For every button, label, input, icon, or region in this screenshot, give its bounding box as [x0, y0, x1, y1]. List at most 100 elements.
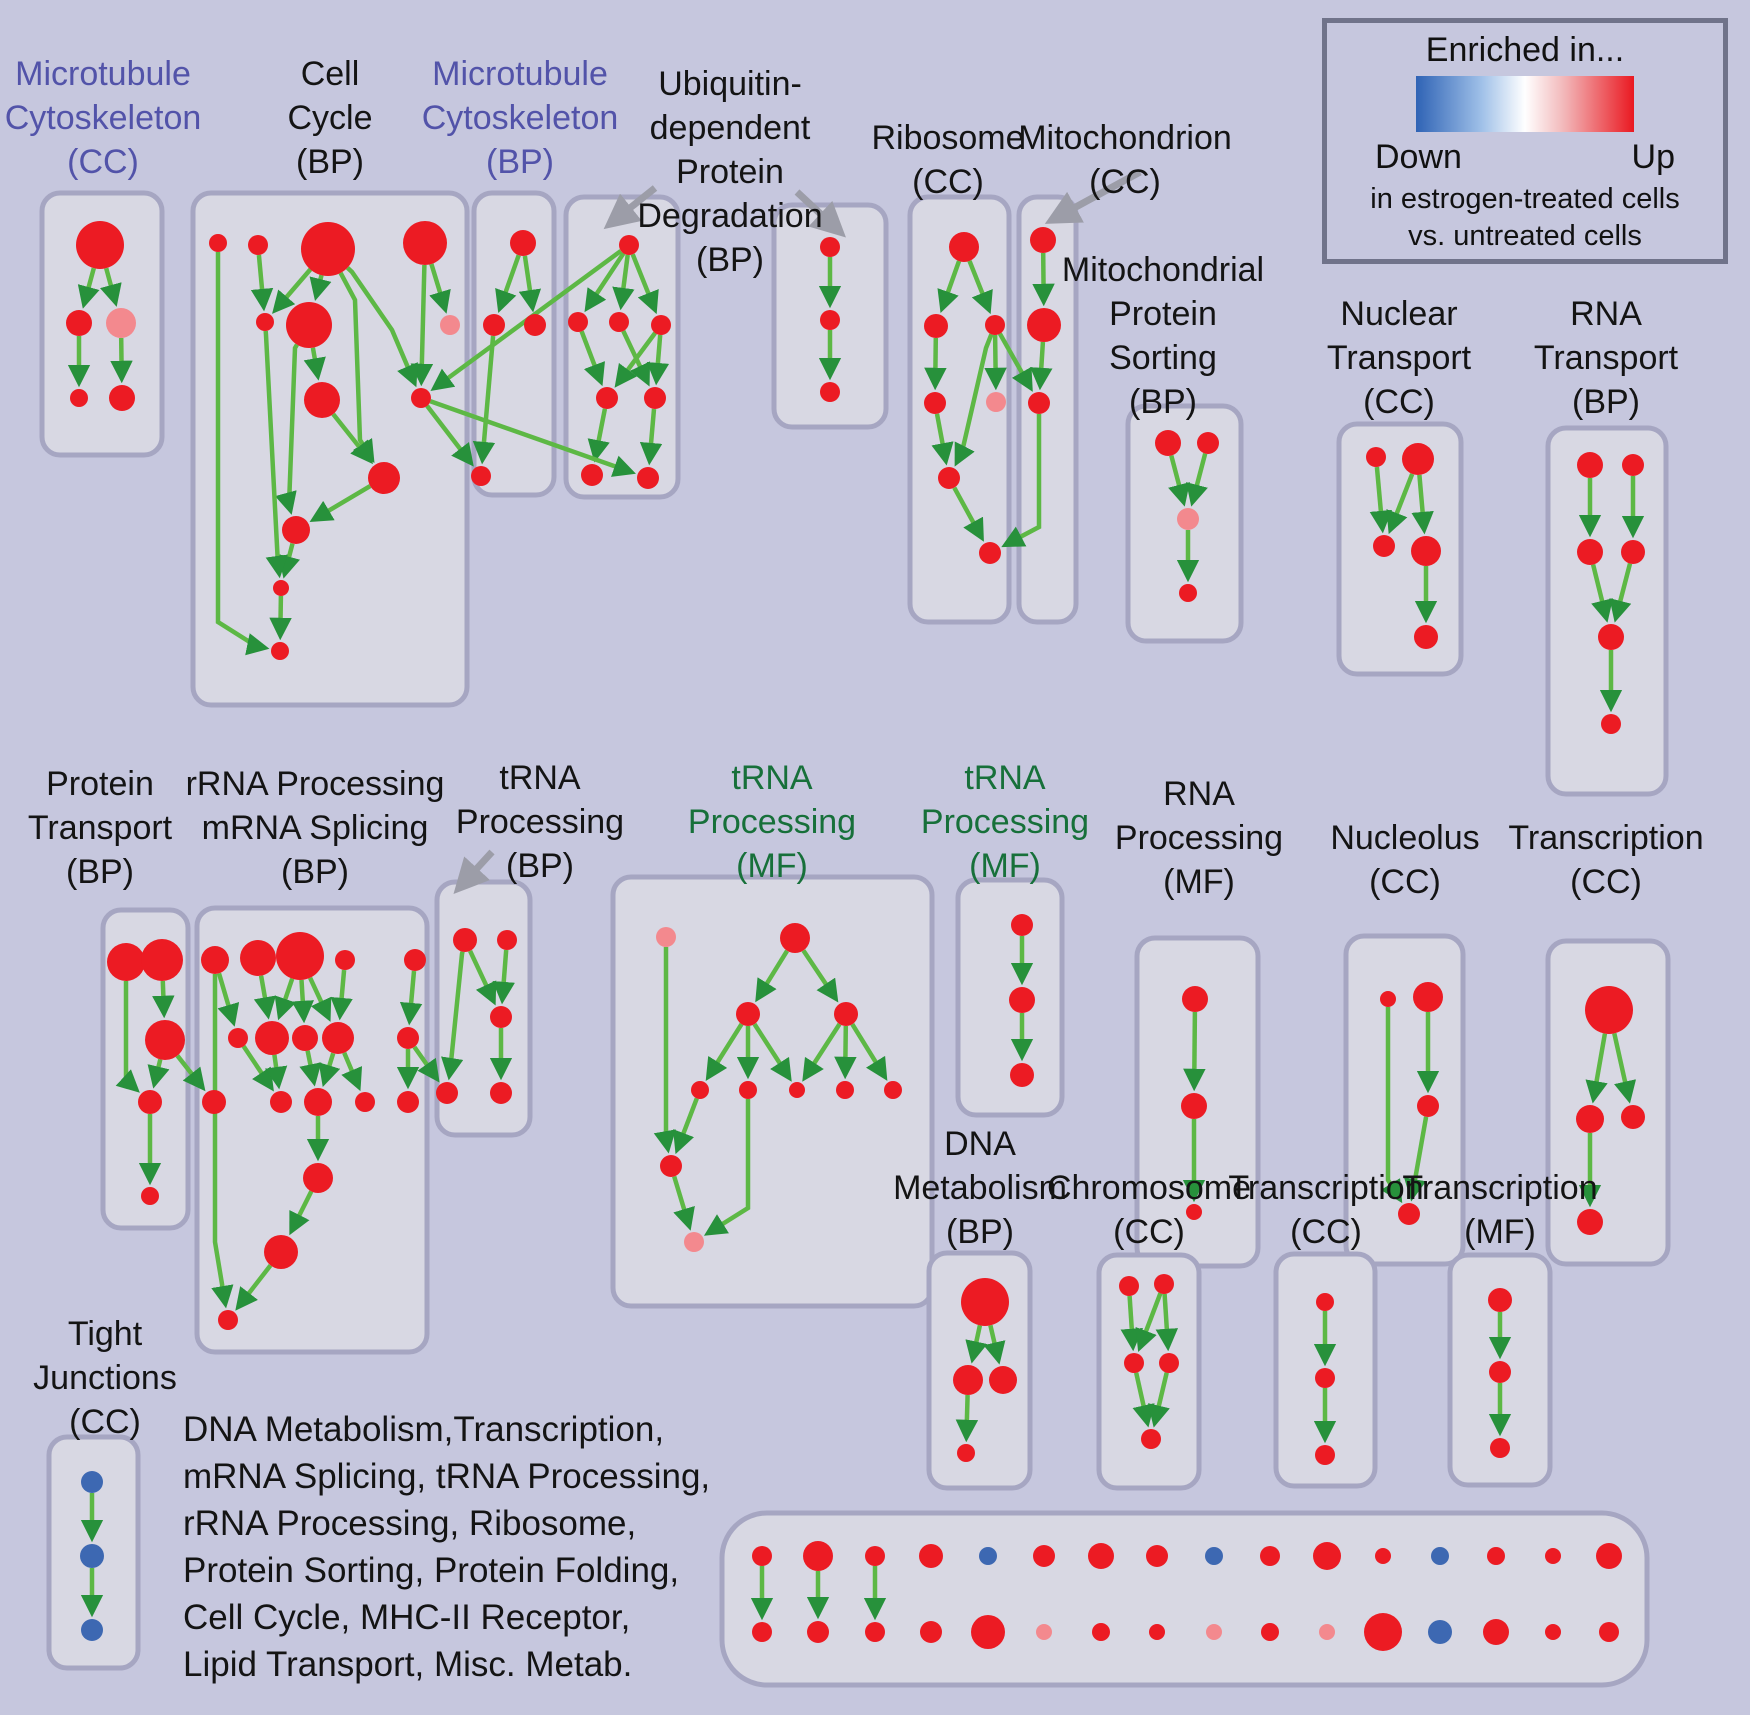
- go-term-node: [1315, 1445, 1335, 1465]
- cluster-label-line: Processing: [1114, 819, 1284, 857]
- go-term-node: [483, 314, 505, 336]
- edge-arrow: [518, 255, 542, 313]
- go-term-node: [1576, 1105, 1604, 1133]
- cluster-label-line: Cycle: [287, 99, 373, 137]
- go-term-node: [1177, 508, 1199, 530]
- mixed-terms-panel-box: [719, 1510, 1650, 1688]
- go-term-node: [440, 315, 460, 335]
- cluster-label-trna-processing-mf-1: tRNA Processing (MF): [688, 756, 856, 888]
- go-term-node: [949, 232, 979, 262]
- edge-arrow: [175, 1054, 206, 1092]
- edge-arrow: [1404, 1116, 1429, 1202]
- go-term-node: [404, 949, 426, 971]
- go-term-node: [301, 222, 355, 276]
- go-term-node: [1149, 1624, 1165, 1640]
- edge-arrow: [630, 253, 659, 315]
- go-term-node: [924, 392, 946, 414]
- cluster-label-line: (CC): [912, 163, 984, 201]
- misc-terms-note: DNA Metabolism,Transcription, mRNA Splici…: [183, 1406, 710, 1688]
- cluster-label-line: Ubiquitin-: [658, 65, 802, 103]
- go-term-node: [1206, 1624, 1222, 1640]
- edge-arrow: [264, 1054, 288, 1090]
- edge-arrow: [954, 333, 994, 467]
- go-term-node: [961, 1278, 1009, 1326]
- go-term-node: [1197, 432, 1219, 454]
- edge-arrow: [492, 949, 515, 1005]
- go-term-node: [76, 221, 124, 269]
- go-term-node: [637, 467, 659, 489]
- go-term-node: [368, 462, 400, 494]
- go-term-node: [985, 315, 1005, 335]
- cluster-label-line: (CC): [1570, 863, 1642, 901]
- go-term-node: [1413, 982, 1443, 1012]
- edge-arrow: [1411, 474, 1434, 535]
- edge-arrow: [1120, 1295, 1143, 1352]
- edge-arrow: [937, 260, 962, 314]
- edge-arrow: [802, 1022, 842, 1082]
- go-term-node: [1315, 1368, 1335, 1388]
- cluster-label-line: Transcription: [1228, 1169, 1424, 1207]
- cluster-label-line: (BP): [696, 241, 764, 279]
- edge-arrow: [215, 252, 270, 656]
- go-term-node: [957, 1444, 975, 1462]
- misc-terms-note-line: Lipid Transport, Misc. Metab.: [183, 1645, 633, 1684]
- cluster-label-tight-junctions-cc: Tight Junctions (CC): [33, 1312, 177, 1444]
- edge-arrow: [653, 947, 676, 1154]
- edge-arrow: [1032, 252, 1055, 307]
- go-term-node: [106, 308, 136, 338]
- cluster-label-line: (MF): [1163, 863, 1235, 901]
- cluster-label-line: Junctions: [33, 1359, 177, 1397]
- misc-terms-note-line: Cell Cycle, MHC-II Receptor,: [183, 1598, 631, 1637]
- edge-arrow: [235, 1264, 273, 1311]
- edge-arrow: [1609, 563, 1633, 623]
- go-term-node: [1545, 1624, 1561, 1640]
- edge-arrow: [495, 254, 521, 313]
- edge-arrow: [924, 337, 947, 391]
- cluster-label-rrna-processing-mrna-splicing-bp: rRNA Processing mRNA Splicing (BP): [186, 762, 445, 894]
- edge-arrow: [752, 1022, 792, 1082]
- go-term-node: [651, 315, 671, 335]
- go-term-node: [986, 392, 1006, 412]
- cluster-label-line: mRNA Splicing: [201, 809, 429, 847]
- label-pointer-arrow: [453, 849, 495, 895]
- nuclear-transport-cluster-box: [1336, 421, 1464, 677]
- go-term-node: [1027, 308, 1061, 342]
- go-term-node: [1398, 1203, 1420, 1225]
- cluster-label-line: (MF): [1464, 1213, 1536, 1251]
- edge-arrow: [291, 979, 314, 1024]
- edge-arrow: [99, 267, 122, 307]
- cluster-label-line: Sorting: [1109, 339, 1217, 377]
- edge-arrow: [850, 1023, 888, 1081]
- edge-arrow: [77, 267, 100, 309]
- edge-arrow: [955, 1394, 979, 1443]
- go-term-node: [752, 1546, 772, 1566]
- cluster-label-line: (BP): [1129, 383, 1197, 421]
- nodes: [66, 221, 1645, 1651]
- go-term-node: [248, 235, 268, 255]
- edge-arrow: [250, 254, 274, 312]
- cluster-label-line: Transport: [1533, 339, 1679, 377]
- go-term-node: [524, 314, 546, 336]
- go-term-node: [1141, 1429, 1161, 1449]
- cluster-label-ribosome-cc: Ribosome (CC): [871, 116, 1024, 204]
- edge-arrow: [468, 949, 497, 1006]
- go-term-node: [1119, 1276, 1139, 1296]
- cluster-label-dna-metabolism-bp: DNA Metabolism (BP): [893, 1122, 1067, 1254]
- edge-arrow: [330, 969, 353, 1021]
- misc-terms-note-line: mRNA Splicing, tRNA Processing,: [183, 1457, 711, 1496]
- go-term-node: [924, 314, 948, 338]
- misc-terms-note-line: rRNA Processing, Ribosome,: [183, 1504, 637, 1543]
- go-term-node: [141, 1187, 159, 1205]
- go-term-node: [256, 313, 274, 331]
- edge-arrow: [345, 266, 418, 388]
- cluster-label-line: Processing: [920, 803, 1090, 841]
- go-term-node: [938, 467, 960, 489]
- edge-arrow: [931, 413, 954, 466]
- go-term-node: [1028, 392, 1050, 414]
- go-term-node: [240, 940, 276, 976]
- go-term-node: [581, 464, 603, 486]
- go-term-node: [490, 1006, 512, 1028]
- go-term-node: [1181, 1093, 1207, 1119]
